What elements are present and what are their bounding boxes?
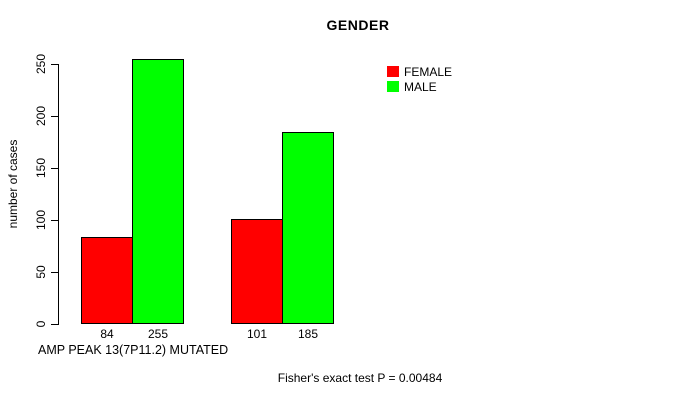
x-axis-label: AMP PEAK 13(7P11.2) MUTATED (38, 343, 229, 357)
chart-title: GENDER (326, 17, 390, 33)
y-tick-mark-250 (51, 64, 58, 65)
legend-label-female: FEMALE (404, 64, 453, 79)
legend: FEMALE MALE (387, 64, 452, 94)
y-tick-label-50: 50 (34, 265, 48, 279)
y-axis-label: number of cases (6, 139, 20, 229)
y-tick-mark-0 (51, 324, 58, 325)
y-tick-label-0: 0 (34, 320, 48, 328)
fisher-test-annotation: Fisher's exact test P = 0.00484 (277, 371, 443, 385)
legend-label-male: MALE (404, 79, 437, 94)
bar-value-label-male-group2: 185 (297, 327, 319, 341)
y-tick-mark-100 (51, 220, 58, 221)
y-axis-line (58, 64, 59, 325)
bar-value-label-male-group1: 255 (147, 327, 169, 341)
bar-male-group1 (132, 59, 184, 324)
y-tick-label-100: 100 (34, 209, 48, 231)
bar-male-group2 (282, 132, 334, 324)
y-tick-mark-150 (51, 168, 58, 169)
y-tick-label-250: 250 (34, 53, 48, 75)
y-tick-mark-200 (51, 116, 58, 117)
legend-item-male: MALE (387, 79, 452, 94)
legend-swatch-female (387, 66, 399, 77)
legend-item-female: FEMALE (387, 64, 452, 79)
bar-value-label-female-group2: 101 (246, 327, 268, 341)
bar-female-group1 (81, 237, 133, 324)
bar-female-group2 (231, 219, 283, 324)
y-tick-mark-50 (51, 272, 58, 273)
y-tick-label-200: 200 (34, 105, 48, 127)
bar-value-label-female-group1: 84 (100, 327, 114, 341)
y-tick-label-150: 150 (34, 157, 48, 179)
legend-swatch-male (387, 81, 399, 92)
